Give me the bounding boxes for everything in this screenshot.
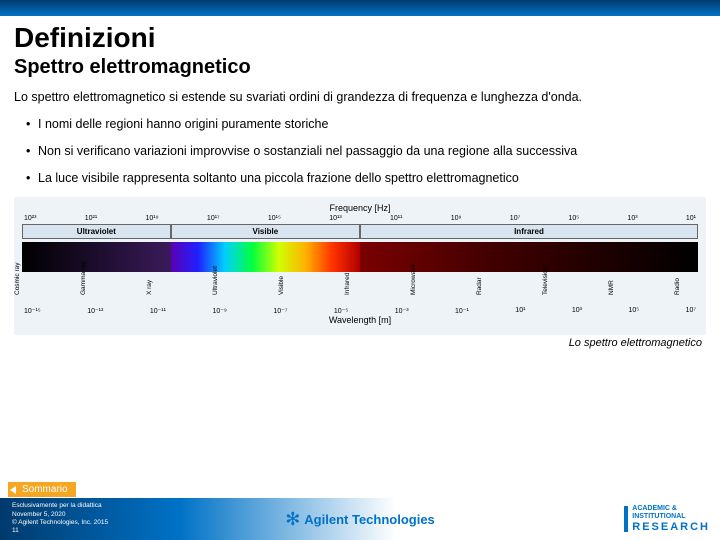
summary-button[interactable]: Sommario	[8, 482, 76, 497]
wavelength-axis-label: Wavelength [m]	[22, 315, 698, 325]
tick: 10⁷	[510, 215, 520, 222]
tick: 10¹⁵	[268, 215, 281, 222]
region-visible: Visible	[171, 224, 360, 239]
slide-subtitle: Spettro elettromagnetico	[14, 56, 706, 79]
spark-icon: ✻	[285, 509, 300, 530]
footer-line: 11	[12, 527, 108, 535]
research-line: INSTITUTIONAL	[632, 513, 710, 521]
tick: 10¹³	[329, 215, 341, 222]
footer: Sommario Esclusivamente per la didattica…	[0, 486, 720, 540]
source-label: Microwave	[410, 287, 442, 295]
tick: 10¹	[686, 215, 696, 222]
spectrum-gradient	[22, 242, 698, 272]
tick: 10²³	[24, 215, 36, 222]
tick: 10¹¹	[390, 215, 402, 222]
agilent-text: Agilent Technologies	[304, 512, 435, 527]
gradient-uv	[22, 242, 171, 272]
source-label: X ray	[146, 287, 178, 295]
tick: 10²¹	[85, 215, 97, 222]
tick: 10⁻¹¹	[150, 307, 166, 315]
tick: 10⁻⁷	[273, 307, 287, 315]
region-ultraviolet: Ultraviolet	[22, 224, 171, 239]
source-label: Visible	[278, 287, 310, 295]
tick: 10¹	[515, 307, 525, 315]
source-label: Gamma ray	[80, 287, 112, 295]
spectrum-box: Frequency [Hz] 10²³ 10²¹ 10¹⁹ 10¹⁷ 10¹⁵ …	[14, 197, 706, 335]
tick: 10⁻⁹	[212, 307, 226, 315]
tick: 10⁹	[451, 215, 462, 222]
research-line: ACADEMIC &	[632, 505, 710, 513]
logo-bar-icon	[624, 506, 628, 532]
bullet-item: I nomi delle regioni hanno origini puram…	[26, 116, 706, 133]
gradient-visible	[171, 242, 360, 272]
tick: 10¹⁹	[146, 215, 159, 222]
figure-caption: Lo spettro elettromagnetico	[14, 337, 706, 349]
spectrum-figure: Frequency [Hz] 10²³ 10²¹ 10¹⁹ 10¹⁷ 10¹⁵ …	[14, 197, 706, 349]
slide-content: Definizioni Spettro elettromagnetico Lo …	[0, 16, 720, 187]
bullet-list: I nomi delle regioni hanno origini puram…	[14, 116, 706, 187]
source-labels: Cosmic ray Gamma ray X ray Ultraviolet V…	[22, 275, 698, 307]
intro-paragraph: Lo spettro elettromagnetico si estende s…	[14, 89, 706, 106]
top-gradient-bar	[0, 0, 720, 16]
source-label: Ultraviolet	[212, 287, 244, 295]
frequency-ticks: 10²³ 10²¹ 10¹⁹ 10¹⁷ 10¹⁵ 10¹³ 10¹¹ 10⁹ 1…	[22, 215, 698, 222]
tick: 10⁻¹⁵	[24, 307, 41, 315]
region-infrared: Infrared	[360, 224, 698, 239]
footer-line: November 5, 2020	[12, 511, 108, 519]
research-logo: ACADEMIC & INSTITUTIONAL RESEARCH	[624, 505, 710, 532]
footer-line: © Agilent Technologies, Inc. 2015	[12, 519, 108, 527]
tick: 10⁷	[686, 307, 696, 315]
summary-label: Sommario	[22, 484, 68, 495]
footer-text: Esclusivamente per la didattica November…	[0, 502, 108, 536]
slide-title: Definizioni	[14, 22, 706, 54]
bullet-item: Non si verificano variazioni improvvise …	[26, 143, 706, 160]
footer-line: Esclusivamente per la didattica	[12, 502, 108, 510]
agilent-logo: ✻ Agilent Technologies	[285, 509, 435, 530]
research-line: RESEARCH	[632, 521, 710, 533]
tick: 10³	[627, 215, 637, 222]
tick: 10³	[572, 307, 582, 315]
source-label: Cosmic ray	[14, 287, 46, 295]
bullet-item: La luce visibile rappresenta soltanto un…	[26, 170, 706, 187]
source-label: Radio	[674, 287, 706, 295]
frequency-axis-label: Frequency [Hz]	[22, 203, 698, 213]
tick: 10⁻³	[395, 307, 409, 315]
tick: 10⁵	[568, 215, 579, 222]
source-label: Radar	[476, 287, 508, 295]
tick: 10¹⁷	[207, 215, 220, 222]
wavelength-ticks: 10⁻¹⁵ 10⁻¹³ 10⁻¹¹ 10⁻⁹ 10⁻⁷ 10⁻⁵ 10⁻³ 10…	[22, 307, 698, 315]
tick: 10⁻⁵	[334, 307, 348, 315]
source-label: NMR	[608, 287, 640, 295]
tick: 10⁻¹³	[87, 307, 103, 315]
region-row: Ultraviolet Visible Infrared	[22, 224, 698, 239]
tick: 10⁵	[628, 307, 639, 315]
research-text: ACADEMIC & INSTITUTIONAL RESEARCH	[632, 505, 710, 532]
source-label: Television	[542, 287, 574, 295]
tick: 10⁻¹	[455, 307, 469, 315]
footer-bar: Esclusivamente per la didattica November…	[0, 498, 720, 540]
source-label: Infrared	[344, 287, 376, 295]
